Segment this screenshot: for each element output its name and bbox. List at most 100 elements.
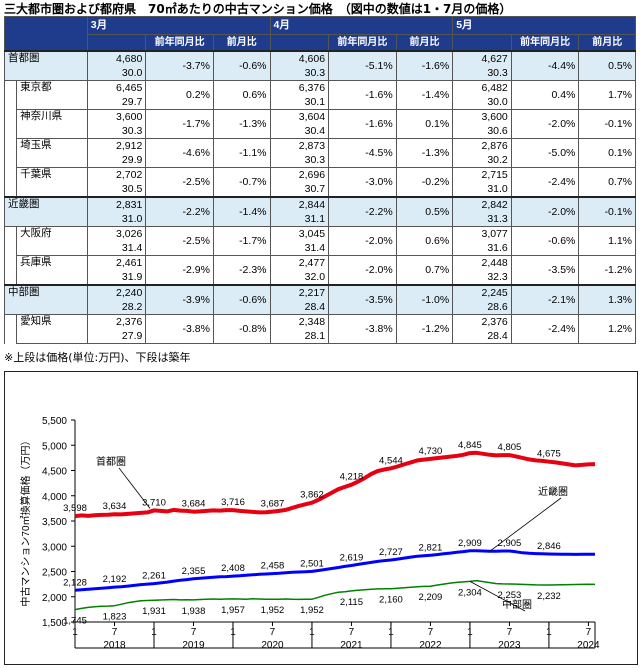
mom-cell: -1.6%	[395, 50, 454, 81]
age-cell: 30.7	[269, 182, 330, 198]
yoy-cell: -3.5%	[328, 284, 397, 315]
area-name: 兵庫県	[16, 255, 88, 286]
yoy-cell: -2.0%	[510, 196, 580, 227]
price-table: 3月 4月 5月 前年同月比 前月比 前年同月比 前月比 前年同月比 前月比 首…	[3, 16, 636, 344]
data-label: 2,458	[261, 561, 285, 572]
age-cell: 27.9	[86, 329, 147, 344]
y-tick-label: 5,000	[42, 441, 67, 452]
area-name: 中部圏	[4, 284, 88, 315]
price-cell: 2,376	[452, 314, 512, 329]
price-cell: 3,604	[269, 109, 330, 124]
table-row: 埼玉県 2,912 -4.6% -1.1% 2,873 -4.5% -1.3% 2,876 -5…	[3, 138, 636, 168]
area-name: 大阪府	[16, 226, 88, 256]
yoy-cell: 0.2%	[145, 80, 214, 110]
indent-cell	[3, 109, 18, 139]
data-label: 4,805	[498, 442, 522, 453]
data-label: 3,710	[142, 497, 166, 508]
price-cell: 2,696	[269, 167, 330, 182]
year-label: 2022	[419, 640, 442, 651]
price-cell: 6,465	[86, 80, 147, 95]
y-tick-label: 2,000	[42, 593, 67, 604]
y-tick-label: 3,500	[42, 517, 67, 528]
data-label: 1,957	[221, 605, 245, 616]
data-label: 4,675	[537, 449, 561, 460]
age-cell: 31.4	[86, 241, 147, 256]
price-cell: 3,600	[452, 109, 512, 124]
age-cell: 30.3	[86, 124, 147, 139]
yoy-header: 前年同月比	[328, 34, 397, 52]
yoy-cell: -1.6%	[328, 109, 397, 139]
age-cell: 29.9	[86, 153, 147, 168]
area-name: 首都圏	[4, 50, 88, 81]
area-name: 埼玉県	[16, 138, 88, 168]
mom-cell: -1.3%	[212, 109, 271, 139]
age-cell: 32.0	[269, 270, 330, 286]
price-chart-svg: 1,500 2,000 2,500 3,000 3,500 4,000 4,500 5,000…	[19, 416, 600, 651]
mom-cell: -1.7%	[212, 226, 271, 256]
indent-cell	[3, 255, 18, 285]
series-name-label: 首都圏	[96, 455, 126, 468]
table-row: 東京都 6,465 0.2% 0.6% 6,376 -1.6% -1.4% 6,482 0.4%…	[3, 80, 636, 110]
age-cell: 28.6	[452, 300, 512, 315]
price-cell: 2,376	[86, 314, 147, 329]
mom-cell: -0.6%	[212, 284, 271, 315]
data-label: 4,845	[458, 440, 482, 451]
price-cell: 6,482	[452, 80, 512, 95]
price-chart: 1,500 2,000 2,500 3,000 3,500 4,000 4,500 5,000…	[4, 371, 638, 665]
area-name: 神奈川県	[16, 109, 88, 139]
page-title: 三大都市圏および都府県 70㎡あたりの中古マンション価格 （図中の数値は1・7月…	[4, 2, 512, 16]
mom-cell: -1.4%	[395, 80, 454, 110]
data-label: 1,952	[300, 605, 324, 616]
age-cell: 30.4	[269, 124, 330, 139]
data-label: 2,846	[537, 541, 561, 552]
data-label: 3,687	[261, 499, 285, 510]
mom-cell: 1.2%	[578, 314, 636, 344]
price-cell: 2,831	[86, 196, 147, 212]
age-cell: 30.3	[452, 66, 512, 81]
price-cell: 6,376	[269, 80, 330, 95]
table-row: 中部圏 2,240 -3.9% -0.6% 2,217 -3.5% -1.0% 2,245 -2…	[4, 284, 636, 315]
mom-cell: -2.3%	[212, 255, 271, 286]
mom-cell: 0.5%	[395, 196, 454, 227]
age-cell: 30.6	[452, 124, 512, 139]
data-label: 2,253	[498, 590, 522, 601]
data-label: 3,598	[63, 503, 87, 514]
data-label: 2,408	[221, 563, 245, 574]
age-cell: 31.1	[269, 212, 330, 227]
table-row-sub: 29.9 30.3 30.2	[5, 153, 636, 168]
price-cell: 2,477	[269, 255, 330, 270]
indent-cell	[3, 226, 18, 256]
price-cell: 2,873	[269, 138, 330, 153]
age-cell: 31.6	[452, 241, 512, 256]
table-row: 愛知県 2,376 -3.8% -0.8% 2,348 -3.8% -1.2% 2,376 -2…	[3, 314, 636, 344]
price-cell: 2,912	[86, 138, 147, 153]
y-tick-label: 1,500	[42, 618, 67, 629]
yoy-header: 前年同月比	[145, 34, 214, 52]
yoy-cell: -4.4%	[510, 50, 580, 81]
price-cell: 2,876	[452, 138, 512, 153]
table-row-sub: 28.2 28.4 28.6	[5, 300, 636, 315]
price-cell: 2,348	[269, 314, 330, 329]
yoy-cell: -2.0%	[328, 226, 397, 256]
price-cell: 4,627	[452, 50, 512, 66]
yoy-cell: -2.5%	[145, 167, 214, 198]
age-cell: 30.5	[86, 182, 147, 198]
month-header: 5月	[452, 16, 636, 35]
mom-cell: 0.5%	[578, 50, 636, 81]
table-row-sub: 30.3 30.4 30.6	[5, 124, 636, 139]
yoy-cell: -3.9%	[145, 284, 214, 315]
age-cell: 30.3	[269, 153, 330, 168]
age-cell: 31.0	[452, 182, 512, 198]
mom-cell: -1.2%	[395, 314, 454, 344]
mom-cell: 1.3%	[578, 284, 636, 315]
yoy-cell: -2.1%	[510, 284, 580, 315]
yoy-cell: -1.6%	[328, 80, 397, 110]
price-cell: 3,077	[452, 226, 512, 241]
indent-cell	[3, 167, 18, 197]
data-label: 2,128	[63, 577, 87, 588]
data-label: 2,727	[379, 547, 403, 558]
mom-cell: -0.2%	[395, 167, 454, 198]
table-row: 大阪府 3,026 -2.5% -1.7% 3,045 -2.0% 0.6% 3,077 -0.…	[3, 226, 636, 256]
age-cell: 31.3	[452, 212, 512, 227]
price-col-header	[269, 34, 330, 52]
